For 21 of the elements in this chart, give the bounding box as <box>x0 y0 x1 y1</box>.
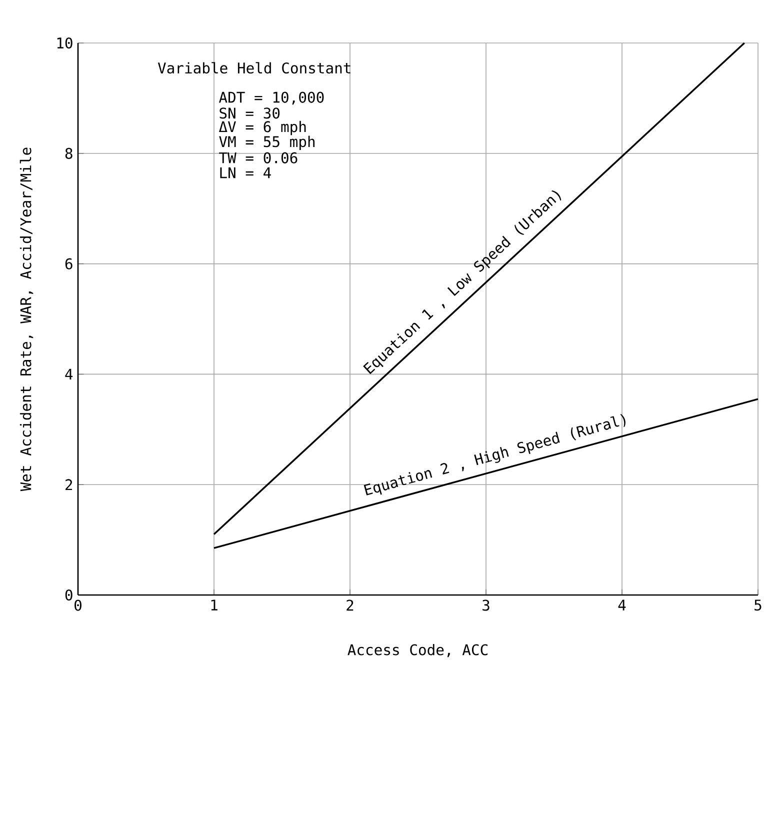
y-tick-label: 10 <box>57 37 72 49</box>
y-tick-label: 6 <box>65 258 72 270</box>
annotation: ADT = 10,000 <box>218 92 324 105</box>
x-tick-label: 1 <box>211 600 218 610</box>
annotation: LN = 4 <box>220 167 271 178</box>
y-tick-label: 4 <box>65 368 73 380</box>
y-tick-label: 8 <box>65 148 72 159</box>
x-tick-label: 0 <box>74 600 82 611</box>
x-axis-title: Access Code, ACC <box>348 644 488 658</box>
annotation: Variable Held Constant <box>158 62 350 74</box>
annotation: VM = 55 mph <box>219 136 315 150</box>
annotation: TW = 0.06 <box>219 152 298 164</box>
x-tick-label: 3 <box>482 600 490 611</box>
y-tick-label: 0 <box>65 589 72 601</box>
y-axis-title: Wet Accident Rate, WAR, Accid/Year/Mile <box>20 148 34 492</box>
annotation: SN = 30 <box>220 108 280 119</box>
x-tick-label: 4 <box>618 600 626 610</box>
x-tick-label: 2 <box>346 600 354 611</box>
y-tick-label: 2 <box>66 479 72 490</box>
annotation: ΔV = 6 mph <box>218 120 306 136</box>
x-tick-label: 5 <box>754 600 762 611</box>
